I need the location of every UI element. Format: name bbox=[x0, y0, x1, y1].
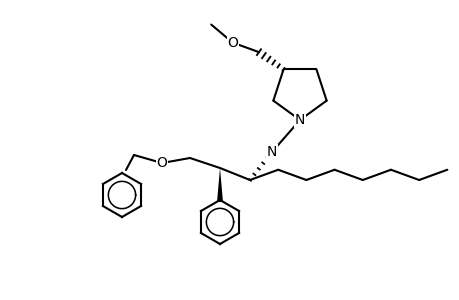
Text: N: N bbox=[266, 145, 277, 159]
Text: O: O bbox=[227, 36, 238, 50]
Text: O: O bbox=[156, 156, 167, 170]
Polygon shape bbox=[217, 168, 223, 202]
Text: N: N bbox=[294, 113, 304, 127]
